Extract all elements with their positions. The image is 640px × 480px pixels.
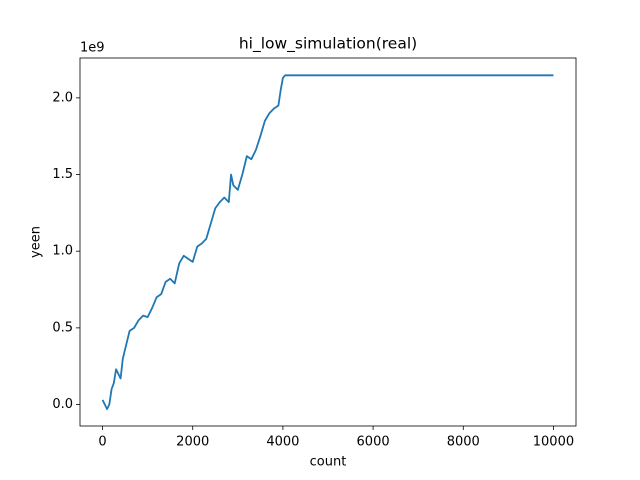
x-tick-label: 10000: [533, 435, 574, 450]
axes-frame: [79, 57, 577, 427]
data-line: [101, 74, 554, 411]
y-tick-label: 0.0: [52, 397, 73, 412]
y-tick-label: 1.0: [52, 244, 73, 259]
x-tick-label: 8000: [447, 435, 480, 450]
y-tick-label: 2.0: [52, 90, 73, 105]
y-offset-label: 1e9: [80, 41, 105, 56]
chart-title: hi_low_simulation(real): [239, 35, 417, 54]
x-axis-label: count: [310, 455, 347, 470]
y-tick-label: 1.5: [52, 167, 73, 182]
x-tick-label: 2000: [176, 435, 209, 450]
x-tick-label: 0: [98, 435, 106, 450]
y-axis-label: yeen: [29, 226, 44, 258]
x-tick-label: 4000: [266, 435, 299, 450]
y-tick-label: 0.5: [52, 320, 73, 335]
x-tick-label: 6000: [357, 435, 390, 450]
